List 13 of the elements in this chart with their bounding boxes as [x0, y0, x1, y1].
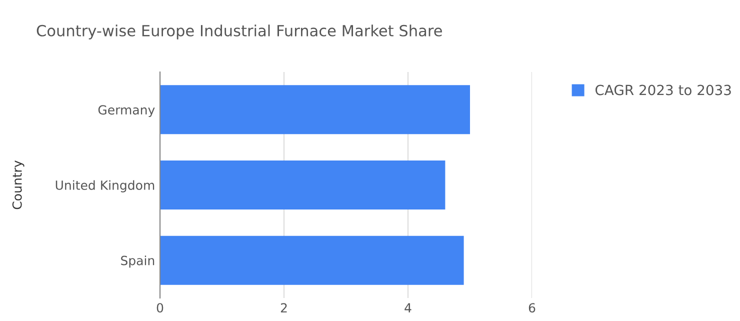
x-tick-label: 6 — [528, 303, 536, 313]
y-tick-label: Spain — [121, 256, 154, 268]
x-tick-label: 4 — [404, 303, 412, 312]
x-tick-label: 2 — [280, 303, 287, 312]
legend-label: CAGR 2023 to 2033 — [596, 84, 731, 96]
y-tick-label: Germany — [98, 105, 155, 118]
y-axis-title: Country — [12, 160, 24, 210]
bar — [160, 160, 446, 210]
bar — [160, 236, 464, 285]
y-tick-label: United Kingdom — [56, 180, 154, 192]
x-tick-label: 0 — [156, 303, 164, 313]
bar — [160, 85, 470, 134]
chart-title: Country-wise Europe Industrial Furnace Market Share — [36, 24, 442, 40]
